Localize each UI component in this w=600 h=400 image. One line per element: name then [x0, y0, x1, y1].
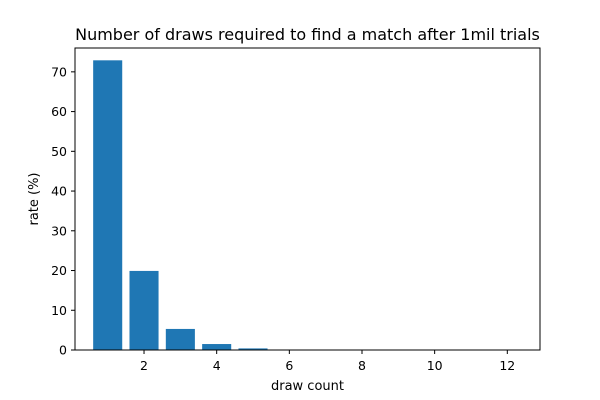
x-tick-label: 12 — [499, 358, 515, 373]
x-tick-label: 6 — [285, 358, 293, 373]
bar-2 — [129, 270, 159, 350]
y-tick-label: 20 — [51, 263, 67, 278]
y-axis-label: rate (%) — [27, 172, 42, 225]
y-tick-label: 0 — [59, 343, 67, 358]
bar-3 — [165, 328, 195, 350]
x-tick-label: 10 — [427, 358, 443, 373]
x-axis-label: draw count — [271, 379, 344, 394]
bar-1 — [93, 60, 123, 350]
x-tick-label: 2 — [140, 358, 148, 373]
plot-frame — [74, 47, 541, 351]
y-tick-label: 60 — [51, 104, 67, 119]
bar-5 — [238, 348, 268, 350]
y-axis-ticks: 0 10 20 30 40 50 60 70 — [51, 64, 75, 358]
bars-group — [93, 60, 522, 350]
bar-4 — [202, 344, 232, 350]
y-tick-label: 40 — [51, 184, 67, 199]
y-tick-label: 10 — [51, 303, 67, 318]
x-axis-ticks: 2 4 6 8 10 12 — [140, 350, 515, 373]
y-tick-label: 70 — [51, 64, 67, 79]
x-tick-label: 8 — [358, 358, 366, 373]
y-tick-label: 50 — [51, 144, 67, 159]
x-tick-label: 4 — [213, 358, 221, 373]
y-tick-label: 30 — [51, 223, 67, 238]
chart-title: Number of draws required to find a match… — [75, 25, 540, 44]
